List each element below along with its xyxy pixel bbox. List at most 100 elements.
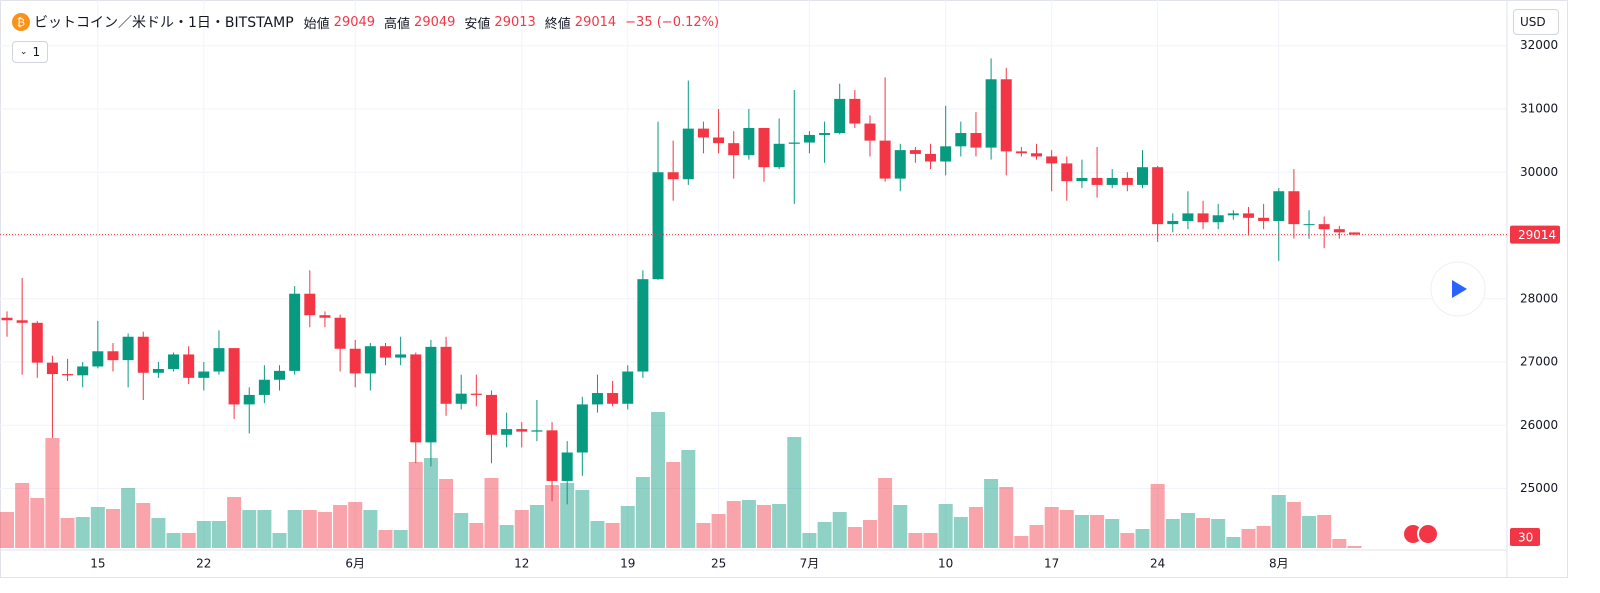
candle-body [788, 142, 800, 144]
low-value: 29013 [494, 14, 536, 30]
volume-bar [575, 490, 590, 548]
candle-body [1, 317, 13, 321]
volume-bar [242, 510, 257, 548]
volume-bar [1347, 546, 1362, 548]
volume-bar [333, 505, 348, 548]
volume-bar [227, 497, 242, 548]
volume-bar [560, 483, 575, 548]
volume-bar [439, 479, 454, 548]
candle-body [198, 371, 210, 378]
candle-body [803, 134, 815, 143]
candle-body [607, 393, 619, 404]
volume-bar [0, 512, 14, 548]
volume-bar [878, 478, 893, 548]
volume-bar [211, 521, 226, 548]
x-tick-label: 22 [196, 557, 211, 571]
candle-body [773, 143, 785, 168]
candle-body [1137, 167, 1148, 185]
candle-body [258, 379, 270, 395]
x-tick-label: 24 [1150, 557, 1165, 571]
volume-bar [651, 412, 666, 548]
x-tick-label: 17 [1044, 557, 1059, 571]
grid [0, 0, 1507, 550]
volume-bar [75, 517, 90, 548]
volume-bar [832, 512, 847, 548]
candle-body [713, 137, 725, 144]
candle-body [1152, 167, 1164, 225]
volume-tag [1510, 528, 1540, 546]
event-icon[interactable] [1417, 523, 1439, 545]
y-tick-label: 27000 [1520, 355, 1558, 369]
volume-bar [30, 498, 45, 548]
candle-body [985, 79, 997, 148]
change: −35 (−0.12%) [625, 14, 720, 30]
volume-bar [317, 512, 332, 548]
y-tick-label: 31000 [1520, 102, 1558, 116]
x-tick-label: 10 [938, 557, 953, 571]
volume-bar [15, 483, 30, 548]
currency-button[interactable]: USD [1513, 9, 1559, 35]
volume-tag-label: 30 [1518, 531, 1533, 545]
close-value: 29014 [574, 14, 617, 30]
y-tick-label: 32000 [1520, 38, 1558, 52]
volume-bar [1317, 515, 1332, 548]
candle-body [1197, 213, 1209, 223]
candle-body [31, 322, 43, 363]
price-tag-label: 29014 [1518, 228, 1556, 242]
candle-body [819, 133, 831, 135]
volume-bar [181, 533, 196, 548]
candle-body [228, 348, 240, 405]
candle-body [531, 430, 543, 432]
legend: ₿ ビットコイン／米ドル・1日・BITSTAMP 始値 29049 高値 29049… [12, 12, 724, 32]
x-tick-label: 7月 [800, 557, 820, 571]
candle-body [395, 354, 407, 358]
candle-body [1076, 177, 1088, 182]
volume-bar [136, 503, 151, 548]
candle-body [1000, 79, 1012, 152]
volume-bar [1226, 537, 1241, 548]
y-tick-label: 28000 [1520, 291, 1558, 305]
candle-body [1288, 191, 1300, 225]
volume-bar [741, 500, 756, 548]
volume-bar [681, 450, 696, 548]
volume-bar [1135, 529, 1150, 548]
volume-bar [1059, 510, 1074, 548]
candle-body [1061, 163, 1073, 182]
candle-body [46, 362, 58, 375]
volume-bar [196, 521, 211, 548]
candle-body [728, 143, 740, 156]
candle-body [1333, 229, 1345, 233]
high-label: 高値 [384, 16, 411, 32]
candle-body [652, 172, 664, 280]
symbol: ビットコイン／米ドル・1日・BITSTAMP [34, 15, 294, 31]
x-tick-label: 12 [514, 557, 529, 571]
candle-body [1318, 224, 1330, 230]
volume-bar [363, 510, 378, 548]
candle-body [879, 140, 891, 179]
candle-body [1046, 156, 1058, 164]
volume-bar [666, 462, 681, 548]
candle-body [637, 279, 649, 372]
open-label: 始値 [303, 16, 330, 32]
candle-body [516, 429, 528, 432]
candle-body [168, 354, 180, 369]
candle-body [864, 123, 876, 141]
candle-body [970, 133, 982, 148]
candle-body [1091, 177, 1103, 185]
volume-bar [1256, 526, 1271, 548]
y-tick-label: 26000 [1520, 418, 1558, 432]
price-tag [1510, 225, 1560, 244]
candle-body [319, 315, 331, 318]
candle-body [440, 346, 452, 404]
interval-button[interactable]: ⌄ 1 [12, 41, 48, 63]
frame [0, 0, 1568, 578]
volume-bar [923, 533, 938, 548]
candle-body [1212, 215, 1224, 223]
volume-bar [605, 523, 620, 548]
volume-bar [726, 501, 741, 548]
candle-body [925, 153, 937, 162]
candle-body [834, 98, 846, 134]
candle-body [849, 98, 861, 124]
volume-bar [105, 509, 120, 548]
